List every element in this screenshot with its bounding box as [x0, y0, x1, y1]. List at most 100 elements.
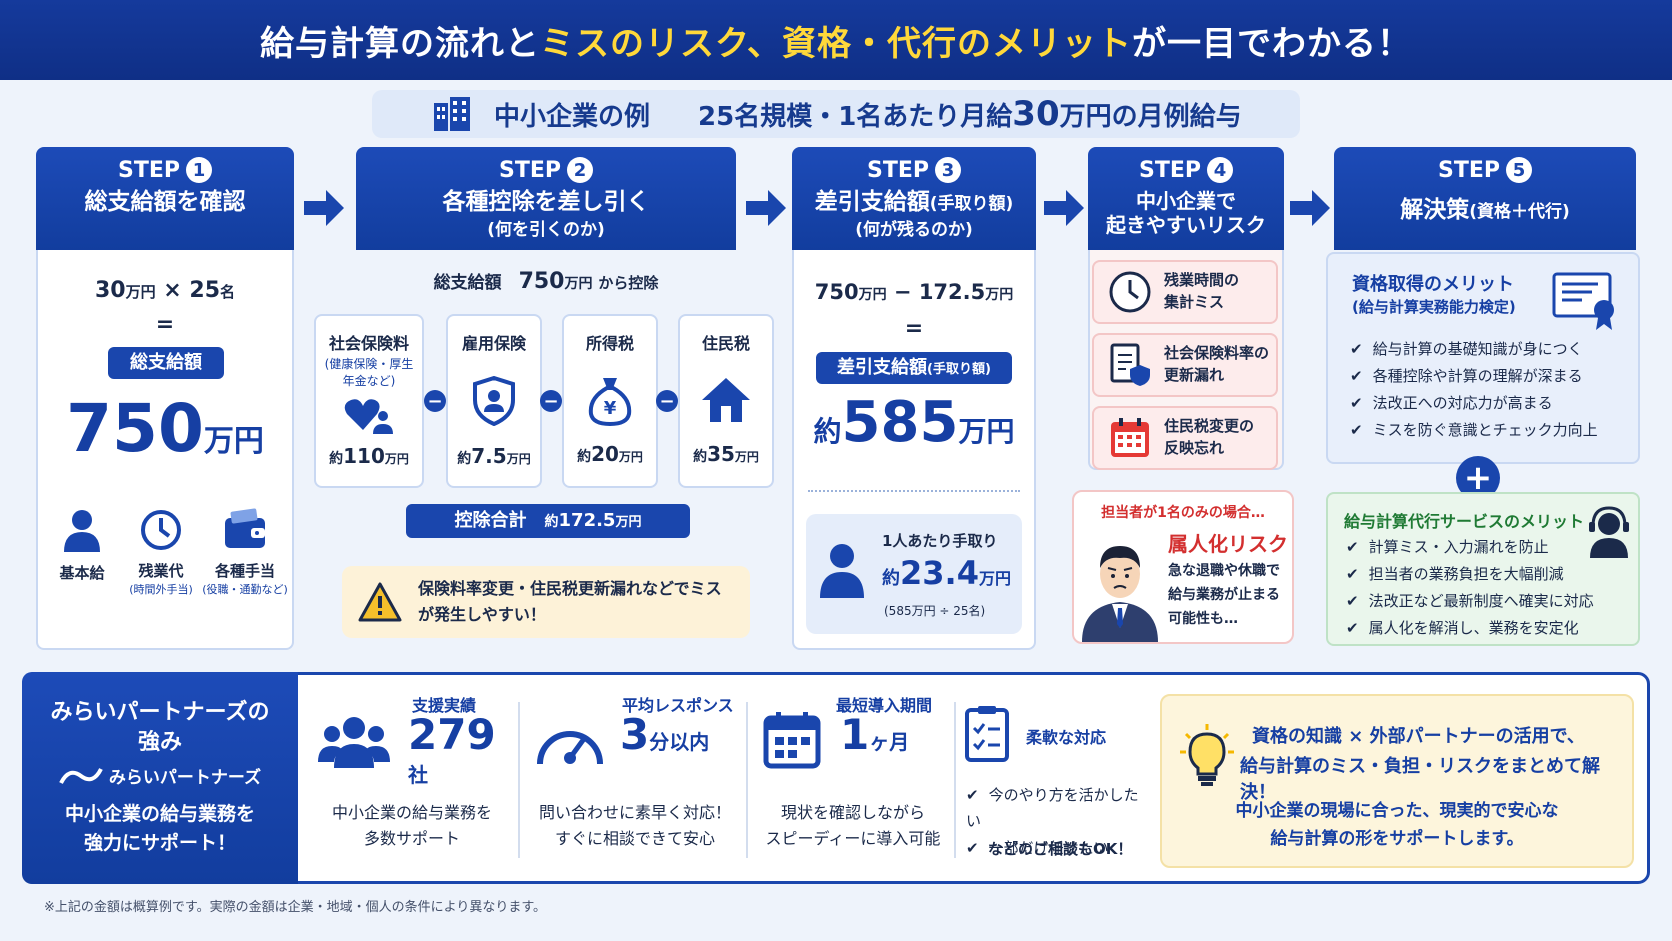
stat-desc: 中小企業の給与業務を 多数サポート: [331, 803, 492, 849]
overtime-sub: (時間外手当): [129, 583, 193, 596]
divider: [808, 490, 1020, 492]
deduction-card-social: 社会保険料 (健康保険・厚生年金など) 約110万円: [314, 314, 424, 488]
minus-icon: −: [424, 390, 446, 412]
step2-number: 2: [567, 157, 593, 183]
flex-item: 今のやり方を活かしたい: [966, 782, 1150, 835]
overtime-label: 残業代: [138, 562, 184, 580]
cert-merit-item: 給与計算の基礎知識が身につく: [1350, 336, 1598, 363]
strengths-tagline: 中小企業の給与業務を 強力にサポート！: [64, 803, 255, 854]
flexible-support: 柔軟な対応 今のやり方を活かしたい 一部だけ任せたい などのご相談もOK！: [960, 690, 1150, 870]
step3-title: 差引支給額(手取り額): [814, 189, 1014, 215]
flex-list: 今のやり方を活かしたい 一部だけ任せたい: [966, 782, 1150, 861]
group-people-icon: [318, 717, 390, 768]
step4-label: STEP: [1138, 157, 1201, 183]
risk-text: 住民税変更の 反映忘れ: [1164, 417, 1255, 457]
speedometer-icon: [537, 731, 603, 765]
footnote: ※上記の金額は概算例です。実際の金額は企業・地域・個人の条件により異なります。: [44, 900, 547, 915]
personalization-callout: 担当者が1名のみの場合… 属人化リスク 急な退職や休職で 給与業務が止まる 可能性も…: [1072, 490, 1294, 644]
per-person-note: (585万円 ÷ 25名): [884, 604, 986, 618]
service-merit-box: 給与計算代行サービスのメリット 計算ミス・入力漏れを防止 担当者の業務負担を大幅…: [1326, 492, 1640, 646]
step5-card: STEP 5 解決策(資格＋代行): [1334, 147, 1636, 250]
step4-title: 中小企業で 起きやすいリスク: [1106, 189, 1266, 237]
step1-label: STEP: [117, 157, 180, 183]
flex-tail: などのご相談もOK！: [988, 840, 1133, 858]
step3-subtitle: (何が残るのか): [855, 220, 973, 241]
stat-value: 1ヶ月: [840, 710, 910, 759]
per-person-box: 1人あたり手取り 約23.4万円 (585万円 ÷ 25名): [806, 514, 1022, 634]
warning-box: 保険料率変更・住民税更新漏れなどでミスが発生しやすい！: [342, 566, 750, 638]
risk-card-insurance: 社会保険料率の 更新漏れ: [1092, 333, 1278, 397]
stat-onboarding: 最短導入期間 1ヶ月 現状を確認しながら スピーディーに導入可能: [758, 690, 948, 870]
step4-header: STEP 4 中小企業で 起きやすいリスク: [1088, 147, 1284, 250]
clock-icon: [1109, 271, 1151, 313]
flow-arrow-4: [1290, 190, 1330, 226]
step5-number: 5: [1506, 157, 1532, 183]
stat-title: 最短導入期間: [836, 696, 933, 715]
building-icon: [432, 97, 472, 131]
step3-net-amount: 約585万円: [813, 390, 1015, 455]
tip-line2: 給与計算のミス・負担・リスクをまとめて解決！: [1240, 756, 1600, 803]
flex-item: 一部だけ任せたい: [966, 835, 1150, 861]
strengths-title: みらいパートナーズの 強み: [50, 700, 270, 755]
step1-body: 30万円 × 25名 = 総支給額 750万円 基本給 残業代 (時間外手当) …: [36, 250, 294, 650]
tip-line1: 資格の知識 × 外部パートナーの活用で、: [1252, 726, 1585, 747]
clock-icon: [141, 510, 181, 550]
stat-desc: 現状を確認しながら スピーディーに導入可能: [765, 803, 941, 849]
cert-merit-box: 資格取得のメリット (給与計算実務能力検定) 給与計算の基礎知識が身につく 各種…: [1326, 252, 1640, 464]
step1-components: 基本給 残業代 (時間外手当) 各種手当 (役職・通勤など): [44, 508, 288, 597]
risk-card-resident-tax: 住民税変更の 反映忘れ: [1092, 406, 1278, 470]
flow-arrow-1: [304, 190, 344, 226]
step3-formula: 750万円 − 172.5万円: [814, 280, 1014, 304]
step3-equals: =: [904, 316, 924, 341]
overtime-item: 残業代 (時間外手当): [123, 508, 199, 597]
callout-body: 急な退職や休職で 給与業務が止まる 可能性も…: [1168, 563, 1280, 627]
deduction-amount: 約35万円: [693, 442, 759, 466]
risk-text: 残業時間の 集計ミス: [1164, 271, 1240, 311]
tip-line3: 中小企業の現場に合った、現実的で安心な: [1235, 801, 1559, 821]
service-merit-item: 担当者の業務負担を大幅削減: [1346, 561, 1594, 588]
step1-total-pill: 総支給額: [108, 347, 224, 379]
step3-net-pill: 差引支給額(手取り額): [816, 352, 1012, 384]
deduction-amount: 約7.5万円: [457, 444, 531, 468]
cert-merit-item: 法改正への対応力が高まる: [1350, 390, 1598, 417]
deduction-card-income-tax: 所得税 ¥ 約20万円: [562, 314, 658, 488]
step2-title: 各種控除を差し引く: [442, 189, 650, 215]
per-person-label: 1人あたり手取り: [882, 532, 998, 550]
money-bag-icon: ¥: [588, 378, 632, 427]
step2-subtitle: (何を引くのか): [487, 220, 605, 241]
flow-arrow-3: [1044, 190, 1084, 226]
step4-number: 4: [1207, 157, 1233, 183]
deduction-card-resident-tax: 住民税 約35万円: [678, 314, 774, 488]
document-shield-icon: [1110, 343, 1150, 386]
deduction-card-employment: 雇用保険 約7.5万円: [446, 314, 542, 488]
deduction-amount: 約110万円: [329, 443, 409, 468]
service-merit-item: 法改正など最新制度へ確実に対応: [1346, 588, 1594, 615]
stat-response: 平均レスポンス 3分以内 問い合わせに素早く対応！ すぐに相談できて安心: [530, 690, 740, 870]
page-header: 給与計算の流れと ミスのリスク、資格・代行のメリット が一目でわかる！: [0, 0, 1672, 80]
flow-arrow-2: [746, 190, 786, 226]
cert-merit-item: ミスを防ぐ意識とチェック力向上: [1350, 417, 1598, 444]
stat-title: 支援実績: [412, 696, 477, 715]
header-title-part1: 給与計算の流れと: [260, 23, 541, 64]
company-logo-text: みらいパートナーズ: [108, 768, 262, 789]
risk-card-overtime: 残業時間の 集計ミス: [1092, 260, 1278, 324]
step3-label: STEP: [866, 157, 929, 183]
deduction-total-pill: 控除合計 約172.5万円: [406, 504, 690, 538]
solution-summary-box: 資格の知識 × 外部パートナーの活用で、 給与計算のミス・負担・リスクをまとめて…: [1160, 694, 1634, 868]
flex-title: 柔軟な対応: [1026, 728, 1107, 747]
step1-total-amount: 750万円: [66, 390, 264, 467]
cert-subtitle: (給与計算実務能力検定): [1352, 298, 1516, 316]
clipboard-check-icon: [965, 706, 1009, 762]
step1-number: 1: [186, 157, 212, 183]
callout-title: 属人化リスク: [1168, 532, 1288, 556]
cert-merit-item: 各種控除や計算の理解が深まる: [1350, 363, 1598, 390]
stat-support-record: 支援実績 279社 中小企業の給与業務を 多数サポート: [312, 690, 512, 870]
step2-card: STEP 2 各種控除を差し引く (何を引くのか): [356, 147, 736, 250]
lightbulb-icon: [1180, 724, 1234, 786]
base-pay-label: 基本給: [59, 564, 105, 582]
heart-people-icon: [344, 398, 393, 434]
step1-card: STEP 1 総支給額を確認 30万円 × 25名 = 総支給額 750万円 基本…: [36, 147, 294, 650]
deduction-name: 住民税: [701, 334, 750, 353]
allowance-label: 各種手当: [214, 562, 275, 580]
step5-header: STEP 5 解決策(資格＋代行): [1334, 147, 1636, 250]
